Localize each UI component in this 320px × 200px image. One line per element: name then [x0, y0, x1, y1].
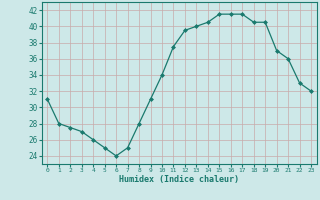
X-axis label: Humidex (Indice chaleur): Humidex (Indice chaleur)	[119, 175, 239, 184]
